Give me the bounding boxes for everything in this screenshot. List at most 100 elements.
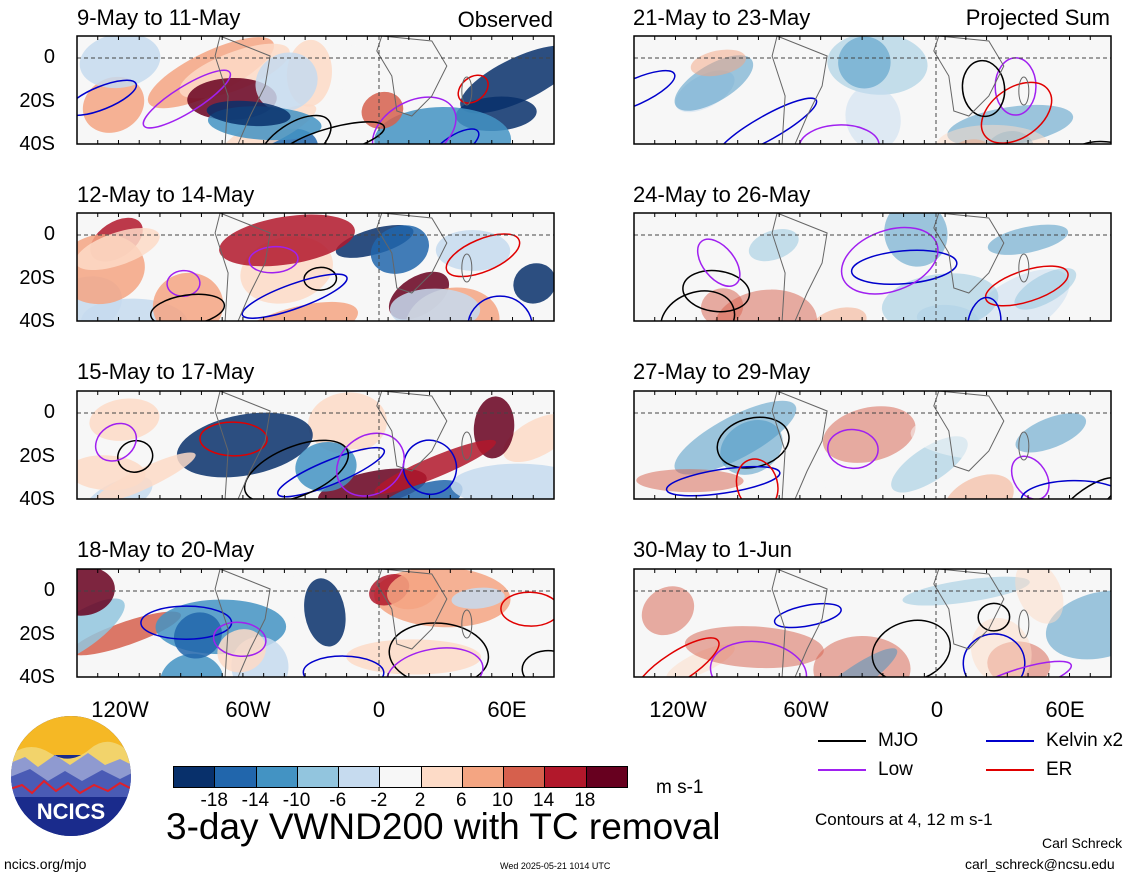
madagascar-outline bbox=[461, 253, 473, 283]
contour-line bbox=[961, 59, 1006, 118]
colorbar-tick: -6 bbox=[329, 790, 347, 811]
anomaly-shade bbox=[1015, 413, 1087, 453]
colorbar-tick: 18 bbox=[574, 790, 596, 811]
y-tick: 40S bbox=[19, 133, 55, 155]
x-tick: 0 bbox=[372, 697, 386, 722]
contour-line bbox=[467, 295, 533, 321]
anomaly-shade bbox=[884, 213, 948, 267]
contour-line bbox=[850, 249, 958, 285]
colorbar-swatch bbox=[380, 767, 422, 787]
anomaly-shade bbox=[176, 412, 313, 478]
contour-line bbox=[798, 124, 880, 144]
anomaly-shade bbox=[389, 288, 481, 321]
contour-line bbox=[336, 432, 405, 497]
anomaly-shade bbox=[1014, 267, 1077, 310]
plot-frame bbox=[633, 568, 1112, 678]
anomaly-shade bbox=[636, 469, 744, 493]
contour-line bbox=[241, 273, 348, 319]
panel-title: 9-May to 11-May bbox=[77, 5, 241, 30]
colorbar-tick: 2 bbox=[414, 790, 426, 811]
colorbar bbox=[173, 766, 628, 788]
africa-outline bbox=[376, 391, 448, 472]
africa-outline bbox=[933, 213, 1005, 294]
madagascar-outline bbox=[461, 76, 473, 106]
legend-low: Low bbox=[818, 759, 913, 781]
contour-line bbox=[827, 428, 879, 470]
contour-line bbox=[276, 446, 386, 498]
anomaly-shade bbox=[217, 629, 266, 673]
anomaly-shade bbox=[748, 229, 799, 262]
legend-label: Low bbox=[878, 759, 913, 780]
legend-kelvin: Kelvin x2 bbox=[986, 730, 1123, 752]
africa-outline bbox=[376, 213, 448, 294]
anomaly-shade bbox=[361, 91, 404, 129]
map-panel bbox=[76, 35, 555, 145]
south-america-outline bbox=[214, 391, 271, 499]
anomaly-shade bbox=[304, 578, 346, 647]
site-link[interactable]: ncics.org/mjo bbox=[4, 856, 87, 872]
colorbar-tick: 14 bbox=[533, 790, 555, 811]
colorbar-swatch bbox=[215, 767, 257, 787]
x-tick: 60E bbox=[1045, 697, 1085, 722]
colorbar-swatch bbox=[339, 767, 381, 787]
x-tick: 0 bbox=[930, 697, 944, 722]
madagascar-outline bbox=[1018, 431, 1030, 461]
contour-line bbox=[142, 69, 232, 129]
contours-note: Contours at 4, 12 m s-1 bbox=[815, 810, 993, 829]
email[interactable]: carl_schreck@ncsu.edu bbox=[965, 856, 1115, 872]
contour-line bbox=[199, 421, 268, 457]
main-title: 3-day VWND200 with TC removal bbox=[166, 806, 721, 847]
legend-mjo: MJO bbox=[818, 730, 918, 752]
contour-line bbox=[302, 655, 385, 677]
south-america-outline bbox=[771, 36, 828, 144]
anomaly-shade bbox=[503, 414, 554, 463]
panel-title: 12-May to 14-May bbox=[77, 182, 255, 207]
panel-title: 21-May to 23-May bbox=[633, 5, 811, 30]
y-tick: 40S bbox=[19, 666, 55, 688]
contour-line bbox=[94, 422, 138, 462]
africa-outline bbox=[376, 569, 448, 650]
south-america-outline bbox=[771, 569, 828, 677]
projected-header: Projected Sum bbox=[965, 5, 1110, 30]
south-america-outline bbox=[771, 213, 828, 321]
colorbar-swatch bbox=[462, 767, 505, 787]
y-tick: 40S bbox=[19, 310, 55, 332]
y-tick: 0 bbox=[43, 223, 55, 245]
colorbar-tick: -18 bbox=[200, 790, 228, 811]
anomaly-shade bbox=[719, 479, 828, 499]
contour-line bbox=[388, 622, 490, 677]
anomaly-shade bbox=[159, 653, 224, 677]
map-panel bbox=[633, 212, 1112, 322]
contour-line bbox=[500, 591, 554, 627]
contour-line bbox=[962, 633, 1026, 677]
anomaly-shade bbox=[513, 263, 554, 304]
anomaly-shade bbox=[845, 85, 901, 144]
contour-line bbox=[149, 293, 226, 321]
anomaly-shade bbox=[641, 586, 695, 636]
south-america-outline bbox=[214, 213, 271, 321]
madagascar-outline bbox=[461, 431, 473, 461]
colorbar-swatch bbox=[504, 767, 546, 787]
contour-line bbox=[980, 81, 1053, 144]
author: Carl Schreck bbox=[1042, 835, 1123, 851]
anomaly-shade bbox=[89, 398, 160, 441]
map-panels bbox=[76, 35, 1112, 678]
anomaly-shade bbox=[152, 272, 224, 321]
colorbar-tick: -2 bbox=[370, 790, 388, 811]
contour-line bbox=[665, 465, 781, 497]
madagascar-outline bbox=[1018, 253, 1030, 283]
plot-frame bbox=[633, 35, 1112, 145]
ncics-logo: NCICS bbox=[11, 716, 131, 836]
anomaly-shade bbox=[943, 474, 1014, 499]
anomaly-shade bbox=[811, 307, 867, 321]
x-tick: 120W bbox=[649, 697, 707, 722]
contour-line bbox=[977, 602, 1011, 632]
map-panel bbox=[633, 390, 1112, 500]
y-tick: 20S bbox=[19, 90, 55, 112]
anomaly-shade bbox=[674, 400, 797, 475]
y-tick: 0 bbox=[43, 579, 55, 601]
panel-title: 30-May to 1-Jun bbox=[633, 537, 792, 562]
timestamp: Wed 2025-05-21 1014 UTC bbox=[500, 861, 611, 871]
legend-label: ER bbox=[1046, 759, 1073, 780]
colorbar-swatch bbox=[586, 767, 627, 787]
